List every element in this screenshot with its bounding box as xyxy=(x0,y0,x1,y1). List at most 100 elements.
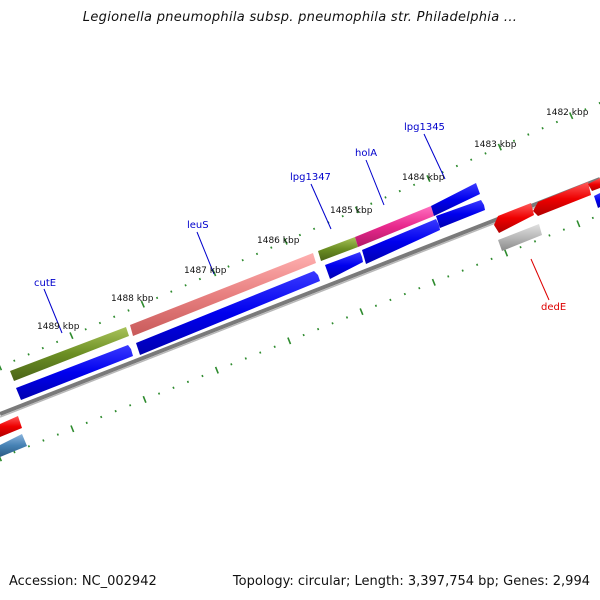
feature-dede-bar[interactable] xyxy=(498,224,542,251)
inner-ruler-tick xyxy=(157,392,161,395)
inner-ruler-tick xyxy=(142,395,147,403)
inner-ruler-tick xyxy=(85,421,88,425)
inner-ruler-tick xyxy=(548,234,551,237)
ruler-label-1488: 1488 kbp xyxy=(111,294,154,304)
outer-ruler-tick xyxy=(184,284,187,287)
inner-ruler-tick xyxy=(331,322,334,325)
inner-ruler-tick xyxy=(504,249,509,257)
inner-ruler-tick xyxy=(576,220,581,228)
outer-ruler-tick xyxy=(41,346,44,350)
gene-label-leaders xyxy=(43,133,550,334)
inner-ruler-tick xyxy=(316,327,320,331)
outer-ruler-tick xyxy=(13,359,16,362)
outer-ruler-tick xyxy=(227,265,230,268)
cds-arrow-hola[interactable] xyxy=(362,219,440,264)
inner-ruler-tick xyxy=(403,292,406,296)
inner-ruler-tick xyxy=(56,433,59,436)
cds-arrow-leus[interactable] xyxy=(136,271,320,355)
inner-ruler-tick xyxy=(418,286,421,290)
feature-dede-arrow[interactable] xyxy=(494,203,534,233)
outer-ruler-tick xyxy=(354,206,360,214)
outer-ruler-tick xyxy=(541,126,544,130)
outer-ruler-tick xyxy=(527,133,530,136)
feature-cute-bar[interactable] xyxy=(10,327,129,381)
feature-hola-bar[interactable] xyxy=(355,206,434,247)
outer-ruler-tick xyxy=(283,237,288,245)
outer-ruler-tick xyxy=(426,174,431,183)
outer-ruler-tick xyxy=(341,214,344,218)
inner-ruler-tick xyxy=(359,308,364,316)
outer-ruler-tick xyxy=(455,164,459,168)
ruler-label-1486: 1486 kbp xyxy=(257,236,300,246)
forward-cds-arrows xyxy=(16,193,600,400)
forward-ring-features xyxy=(10,183,480,381)
ruler-label-1484: 1484 kbp xyxy=(402,173,445,183)
outer-ruler-tick xyxy=(441,170,444,174)
gene-label-leus[interactable]: leuS xyxy=(187,220,209,231)
outer-ruler-tick xyxy=(113,315,116,319)
inner-ruler-tick xyxy=(490,257,493,261)
outer-ruler-tick xyxy=(298,233,302,237)
inner-ruler-tick xyxy=(591,216,594,220)
inner-ruler-tick xyxy=(114,409,117,413)
outer-ruler-tick xyxy=(270,246,273,249)
gene-label-lpg1347[interactable]: lpg1347 xyxy=(290,172,331,183)
inner-ruler-tick xyxy=(42,439,45,442)
inner-ruler-tick xyxy=(302,333,305,337)
inner-ruler-tick xyxy=(389,298,392,302)
gene-label-lpg1345[interactable]: lpg1345 xyxy=(404,122,445,133)
inner-ruler-tick xyxy=(287,337,292,345)
ruler-label-1487: 1487 kbp xyxy=(184,266,227,276)
outer-ruler-tick xyxy=(140,300,145,308)
inner-ruler-tick xyxy=(0,455,3,462)
inner-ruler-tick xyxy=(230,363,233,366)
inner-ruler-tick xyxy=(533,240,537,243)
inner-ruler-tick xyxy=(186,380,190,384)
inner-ruler-tick xyxy=(374,304,378,307)
inner-ruler-tick xyxy=(476,263,479,266)
feature-left-steelblue[interactable] xyxy=(0,434,27,457)
outer-ruler-tick xyxy=(255,252,259,256)
outer-ruler-tick xyxy=(198,277,202,281)
feature-lpg1345-bar[interactable] xyxy=(431,183,480,216)
gene-label-cute[interactable]: cutE xyxy=(34,278,56,289)
outer-ruler-tick xyxy=(127,309,130,312)
inner-ruler-tick xyxy=(259,351,262,354)
outer-ruler-tick xyxy=(568,112,574,120)
leader-lpg1347 xyxy=(310,183,332,230)
topology-text: Topology: circular; Length: 3,397,754 bp… xyxy=(232,574,590,589)
inner-ruler-tick xyxy=(244,357,247,360)
feature-lpg1347-bar[interactable] xyxy=(318,237,358,261)
inner-ruler-tick xyxy=(273,345,276,349)
inner-ruler-tick xyxy=(461,269,464,272)
feature-left-red[interactable] xyxy=(0,416,22,437)
gene-label-hola[interactable]: holA xyxy=(355,148,377,159)
outer-ruler-tick xyxy=(470,158,473,161)
outer-ruler-tick xyxy=(0,365,3,371)
leader-cute xyxy=(43,288,63,334)
inner-ruler-tick xyxy=(447,275,450,278)
ruler-label-1485: 1485 kbp xyxy=(330,206,373,216)
inner-ruler-tick xyxy=(214,366,219,374)
inner-ruler-tick xyxy=(201,374,204,378)
cds-arrow-right-edge[interactable] xyxy=(594,193,600,208)
feature-red-arrow-2[interactable] xyxy=(533,182,591,216)
outer-ruler-tick xyxy=(398,189,401,193)
cds-arrow-cute[interactable] xyxy=(16,345,133,400)
outer-ruler-tick xyxy=(312,227,316,231)
leader-dede xyxy=(530,258,550,301)
leader-leus xyxy=(196,231,215,275)
cds-arrow-lpg1347[interactable] xyxy=(325,252,363,279)
gene-label-dede[interactable]: dedE xyxy=(541,302,566,313)
outer-ruler-tick xyxy=(384,196,387,199)
outer-ruler-tick xyxy=(69,332,74,340)
feature-red-arrow-3[interactable] xyxy=(588,178,600,191)
feature-leus-bar[interactable] xyxy=(130,253,316,336)
inner-ruler-tick xyxy=(172,386,175,390)
inner-ruler-tick xyxy=(519,246,522,249)
cds-arrow-lpg1345[interactable] xyxy=(436,200,485,228)
outer-ruler-tick xyxy=(555,120,559,124)
outer-ruler-tick xyxy=(512,139,516,143)
